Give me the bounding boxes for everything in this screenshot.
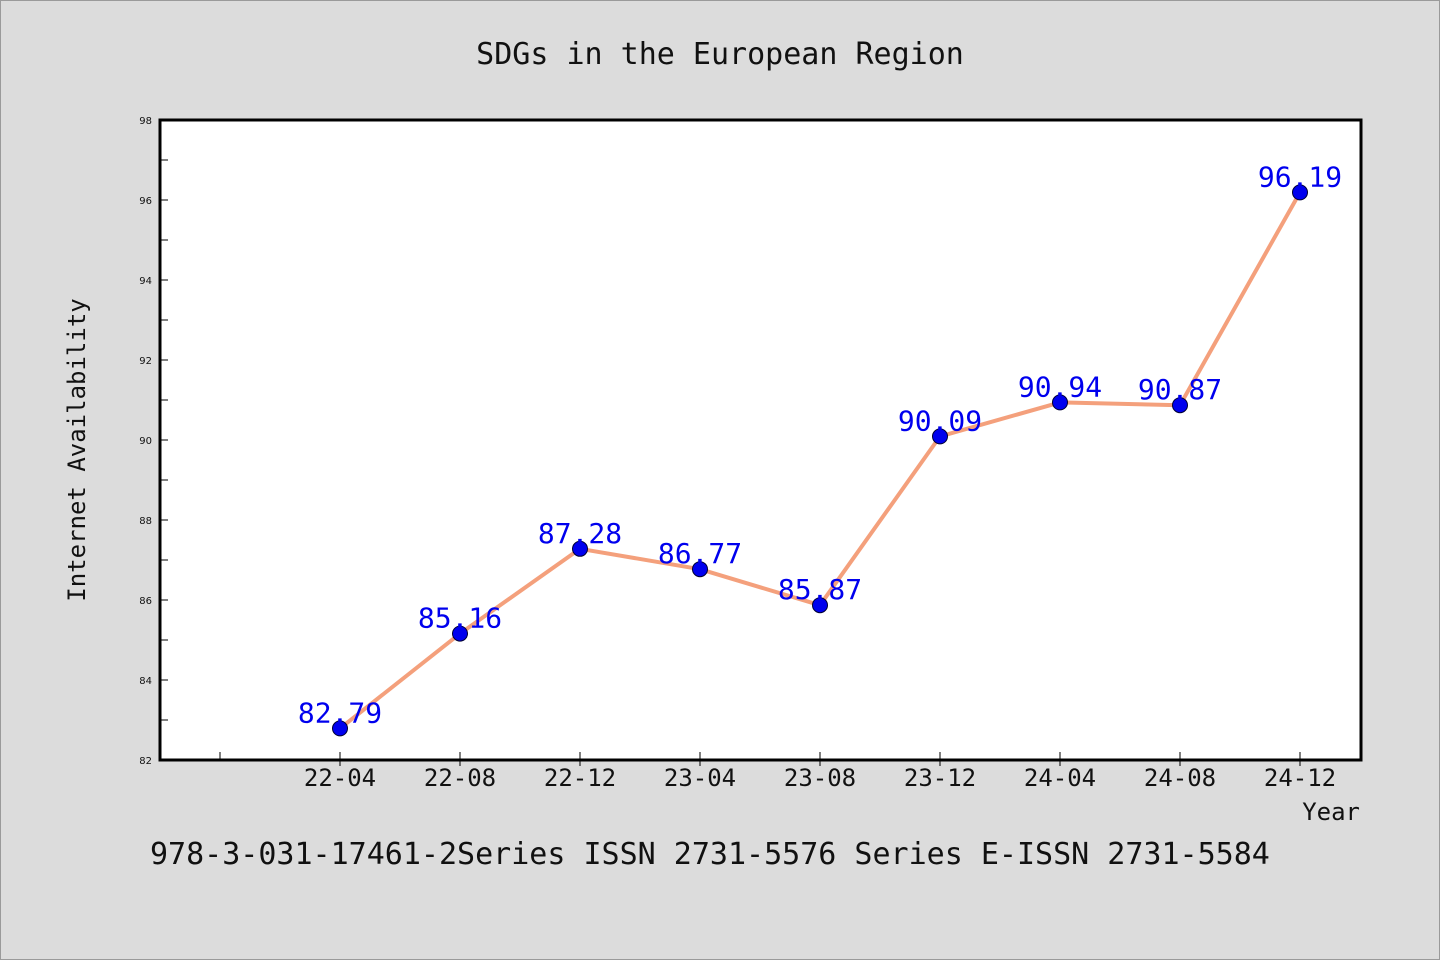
data-point (692, 561, 708, 578)
data-label: 90.09 (898, 404, 982, 437)
data-label: 87.28 (538, 517, 622, 550)
data-label: 96.19 (1258, 160, 1342, 193)
x-axis: 22-04 22-08 22-12 23-04 23-08 23-12 24-04 24-08… (219, 752, 1336, 792)
data-point (1052, 394, 1068, 411)
x-tick-label: 23-08 (784, 764, 856, 792)
chart-title: SDGs in the European Region (476, 37, 964, 72)
y-tick-label: 86 (139, 596, 152, 607)
x-tick-label: 24-08 (1144, 764, 1216, 792)
data-point (1292, 184, 1308, 201)
y-axis-label: Internet Availability (63, 298, 91, 601)
data-label: 86.77 (658, 537, 742, 570)
data-point (1172, 397, 1188, 414)
y-tick-label: 96 (139, 196, 152, 207)
x-tick-label: 24-04 (1024, 764, 1096, 792)
x-tick-label: 24-12 (1264, 764, 1336, 792)
data-label: 82.79 (298, 696, 382, 729)
x-tick-label: 23-12 (904, 764, 976, 792)
data-point (572, 540, 588, 557)
data-point (812, 597, 828, 614)
y-tick-label: 82 (139, 756, 152, 767)
plot-border (158, 118, 1363, 762)
plot-area (160, 120, 1361, 760)
x-tick-label: 22-12 (544, 764, 616, 792)
series-group: 82.79 85.16 87.28 86.77 85.87 90.09 90.94 90.87… (298, 160, 1342, 737)
y-tick-label: 84 (139, 676, 152, 687)
y-tick-label: 94 (139, 276, 152, 287)
y-tick-label: 88 (139, 516, 152, 527)
data-point (452, 625, 468, 642)
x-tick-label: 23-04 (664, 764, 736, 792)
data-point (932, 428, 948, 445)
data-label: 90.94 (1018, 370, 1102, 403)
y-tick-label: 92 (139, 356, 152, 367)
y-tick-label: 98 (139, 116, 152, 127)
data-point (332, 720, 348, 737)
footer-text: 978-3-031-17461-2Series ISSN 2731-5576 S… (150, 837, 1270, 872)
data-label: 85.16 (418, 602, 502, 635)
data-label: 85.87 (778, 573, 862, 606)
y-tick-label: 90 (139, 436, 152, 447)
x-tick-label: 22-04 (304, 764, 376, 792)
x-axis-label: Year (1302, 798, 1360, 826)
x-tick-label: 22-08 (424, 764, 496, 792)
data-label: 90.87 (1138, 373, 1222, 406)
